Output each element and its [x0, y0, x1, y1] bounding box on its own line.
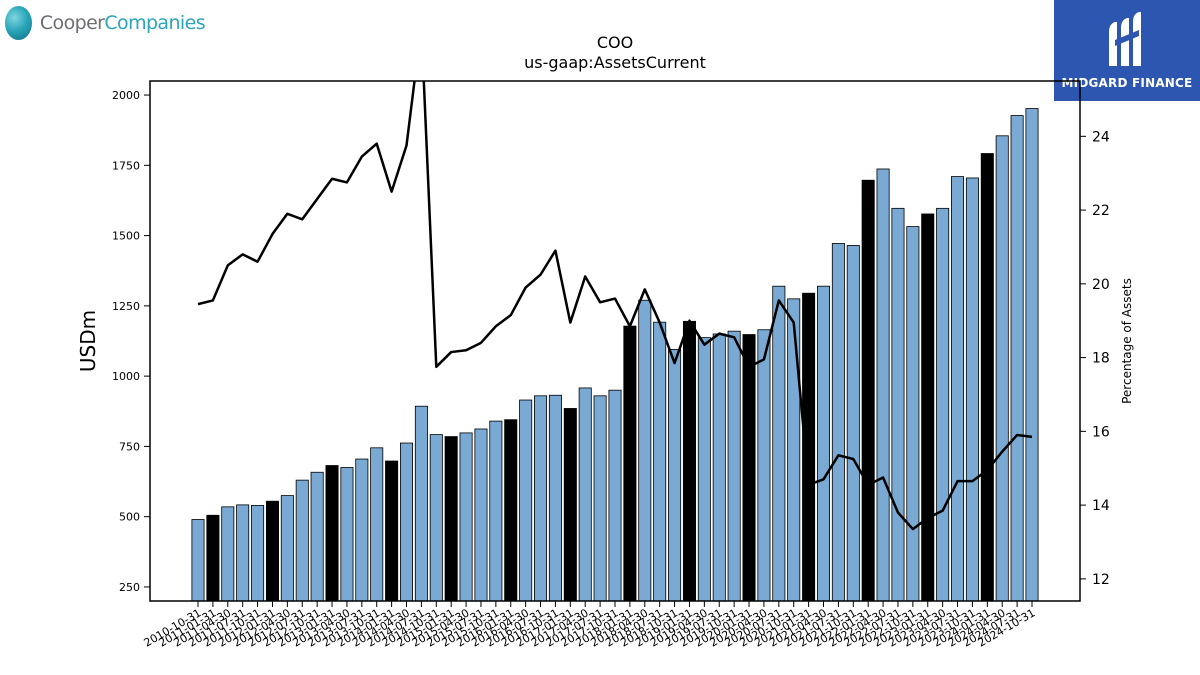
bar-2013-01-31	[325, 465, 339, 602]
y-tick-label: 1250	[112, 300, 140, 313]
midgard-finance-logo: MIDGARD FINANCE	[1054, 0, 1200, 101]
logo-word-cooper: Cooper	[39, 12, 105, 34]
y-tick-label: 1750	[112, 159, 140, 172]
bar-2017-07-31	[593, 395, 607, 602]
bar-2019-07-31	[712, 333, 726, 602]
bar-2020-01-31	[742, 334, 756, 602]
bar-2016-04-30	[519, 399, 533, 602]
y-tick-label: 1000	[112, 370, 140, 383]
bar-2019-10-31	[727, 330, 741, 602]
bar-2023-10-31	[965, 177, 979, 602]
bar-2018-10-31	[668, 349, 682, 602]
bar-2019-04-30	[697, 337, 711, 602]
bar-2014-07-31	[414, 405, 428, 602]
bar-2017-04-30	[578, 387, 592, 602]
y2-tick-label: 22	[1092, 203, 1110, 219]
x-axis: 2010-10-312011-01-312011-04-302011-07-31…	[142, 601, 1038, 650]
bar-2023-07-31	[951, 176, 965, 602]
bar-2012-07-31	[295, 479, 309, 602]
y-tick-label: 500	[119, 511, 140, 524]
y2-tick-label: 12	[1092, 572, 1110, 588]
bar-2022-04-30	[876, 168, 890, 602]
bar-2018-07-31	[653, 321, 667, 602]
bar-2011-04-30	[221, 506, 235, 602]
bar-2017-10-31	[608, 389, 622, 602]
bar-2024-04-30	[995, 135, 1009, 602]
logo-word-companies: Companies	[104, 12, 205, 34]
bar-2013-07-31	[355, 458, 369, 602]
bar-2018-01-31	[623, 325, 637, 602]
bar-2022-01-31	[861, 179, 875, 602]
bar-2014-10-31	[429, 434, 443, 602]
bar-2023-04-30	[936, 207, 950, 602]
bar-2012-10-31	[310, 471, 324, 602]
y-tick-label: 250	[119, 581, 140, 594]
left-axis: 250 500 750 1000 1250 1500 1750 2000	[112, 89, 150, 594]
bar-2011-07-31	[236, 504, 250, 602]
bar-2010-10-31	[191, 519, 205, 602]
bar-2011-01-31	[206, 514, 220, 602]
cooper-companies-logo: CooperCompanies	[5, 4, 206, 42]
bar-2022-10-31	[906, 226, 920, 602]
bar-2013-10-31	[370, 447, 384, 602]
bar-2011-10-31	[251, 505, 265, 602]
bar-2015-04-30	[459, 432, 473, 602]
y2-tick-label: 18	[1092, 351, 1110, 367]
bar-2018-04-30	[638, 299, 652, 602]
bar-2015-10-31	[489, 420, 503, 602]
chart-title: COO	[597, 33, 633, 52]
bar-2021-07-31	[831, 243, 845, 602]
bar-2013-04-30	[340, 467, 354, 602]
bar-2021-10-31	[846, 245, 860, 602]
bar-2020-10-31	[787, 298, 801, 602]
line-series	[197, 81, 1033, 531]
bar-2022-07-31	[891, 207, 905, 602]
percentage-line	[197, 81, 1033, 531]
bar-2016-10-31	[548, 394, 562, 602]
bar-2021-04-30	[816, 285, 831, 602]
bar-2015-07-31	[474, 428, 488, 602]
bar-2019-01-31	[682, 320, 696, 602]
midgard-brand-text: MIDGARD FINANCE	[1061, 76, 1193, 90]
bar-2017-01-31	[563, 408, 577, 602]
midgard-mark-icon	[1109, 12, 1141, 66]
globe-icon	[5, 6, 32, 40]
bar-2020-04-30	[757, 329, 771, 602]
bar-2014-04-30	[399, 442, 414, 602]
y2-tick-label: 14	[1092, 498, 1110, 514]
bar-2012-01-31	[265, 500, 279, 602]
bar-2023-01-31	[921, 213, 935, 602]
bar-2024-01-31	[980, 153, 994, 602]
y-tick-label: 2000	[112, 89, 140, 102]
right-axis: 12 14 16 18 20 22 24	[1080, 129, 1110, 588]
bar-2024-10-31	[1025, 108, 1039, 602]
bar-2020-07-31	[772, 285, 786, 602]
bar-2016-01-31	[504, 419, 518, 602]
y2-tick-label: 16	[1092, 424, 1110, 440]
y-axis-label: USDm	[76, 310, 100, 372]
y2-tick-label: 24	[1092, 129, 1110, 145]
bar-2012-04-30	[280, 495, 294, 602]
bar-2014-01-31	[385, 460, 399, 602]
y2-axis-label: Percentage of Assets	[1120, 278, 1134, 404]
bar-2024-07-31	[1010, 115, 1024, 602]
bar-series	[191, 108, 1039, 602]
bar-2016-07-31	[534, 395, 548, 602]
y-tick-label: 1500	[112, 230, 140, 243]
y-tick-label: 750	[119, 440, 140, 453]
bar-2015-01-31	[444, 436, 458, 602]
y2-tick-label: 20	[1092, 277, 1110, 293]
cooper-companies-wordmark: CooperCompanies	[39, 12, 206, 34]
chart-subtitle: us-gaap:AssetsCurrent	[524, 53, 706, 72]
